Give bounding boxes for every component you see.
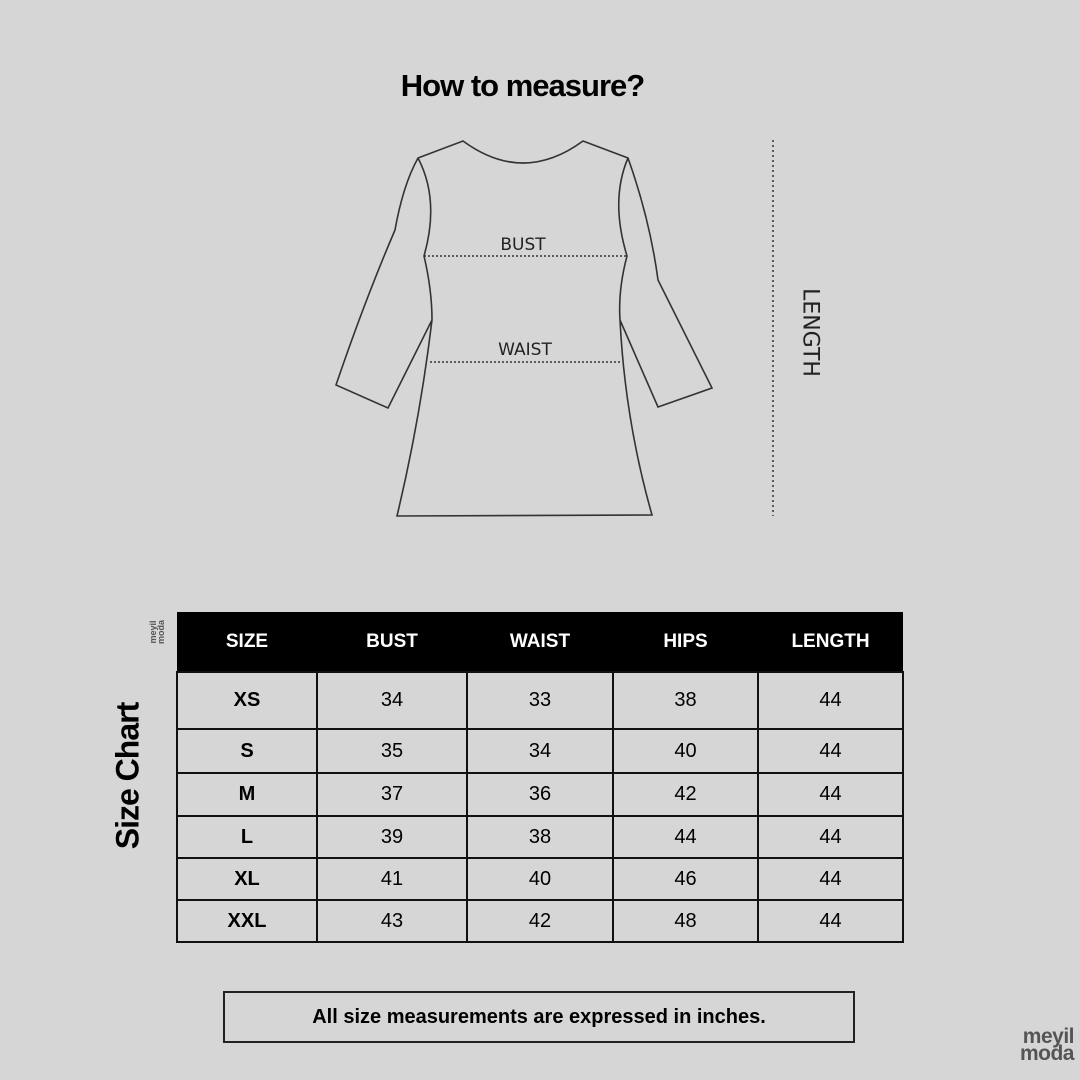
- table-cell: 36: [466, 772, 614, 817]
- table-cell: 39: [316, 815, 468, 859]
- table-cell: 44: [757, 728, 904, 774]
- table-cell: 44: [757, 772, 904, 817]
- table-row: L 39 38 44 44: [176, 815, 904, 859]
- table-cell: 44: [612, 815, 759, 859]
- size-chart-title: Size Chart: [109, 702, 146, 850]
- header-size: SIZE: [177, 612, 317, 672]
- table-row: S 35 34 40 44: [176, 728, 904, 774]
- table-cell: 35: [316, 728, 468, 774]
- table-cell: 44: [757, 671, 904, 730]
- table-header-row: SIZE BUST WAIST HIPS LENGTH: [177, 612, 903, 672]
- table-row: XL 41 40 46 44: [176, 857, 904, 901]
- header-waist: WAIST: [467, 612, 613, 672]
- garment-diagram: BUST WAIST: [335, 140, 774, 517]
- brand-logo: meyil moda: [1019, 1025, 1075, 1065]
- table-cell: M: [176, 772, 318, 817]
- table-cell: 42: [466, 899, 614, 943]
- table-cell: 41: [316, 857, 468, 901]
- table-cell: S: [176, 728, 318, 774]
- table-cell: 38: [612, 671, 759, 730]
- brand-logo-small: meyil moda: [148, 619, 166, 645]
- table-cell: 34: [316, 671, 468, 730]
- table-cell: XS: [176, 671, 318, 730]
- header-length: LENGTH: [758, 612, 903, 672]
- table-cell: XL: [176, 857, 318, 901]
- table-cell: 40: [466, 857, 614, 901]
- table-cell: 43: [316, 899, 468, 943]
- size-table: SIZE BUST WAIST HIPS LENGTH XS 34 33 38 44 S 3…: [176, 612, 904, 943]
- header-hips: HIPS: [613, 612, 758, 672]
- table-cell: 44: [757, 899, 904, 943]
- header-bust: BUST: [317, 612, 467, 672]
- table-row: XS 34 33 38 44: [176, 671, 904, 730]
- table-cell: 46: [612, 857, 759, 901]
- waist-label: WAIST: [498, 340, 552, 360]
- table-cell: 38: [466, 815, 614, 859]
- bust-label: BUST: [500, 235, 546, 255]
- table-row: XXL 43 42 48 44: [176, 899, 904, 943]
- table-cell: 40: [612, 728, 759, 774]
- table-cell: L: [176, 815, 318, 859]
- table-cell: 48: [612, 899, 759, 943]
- units-note: All size measurements are expressed in i…: [223, 991, 855, 1043]
- table-cell: 33: [466, 671, 614, 730]
- table-row: M 37 36 42 44: [176, 772, 904, 817]
- length-label: LENGTH: [797, 288, 823, 377]
- table-cell: 37: [316, 772, 468, 817]
- page-title: How to measure?: [400, 68, 645, 103]
- table-cell: 44: [757, 815, 904, 859]
- table-cell: 44: [757, 857, 904, 901]
- table-cell: 42: [612, 772, 759, 817]
- table-cell: XXL: [176, 899, 318, 943]
- table-cell: 34: [466, 728, 614, 774]
